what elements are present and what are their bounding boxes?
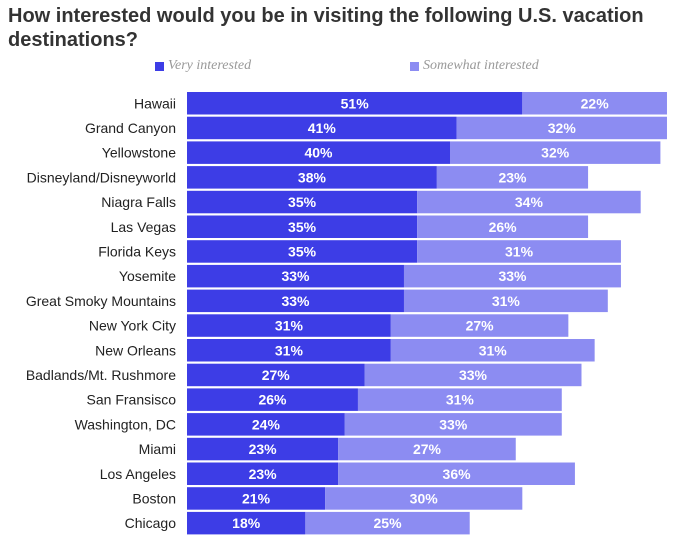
bar-somewhat-san-fransisco <box>357 388 562 411</box>
legend-swatch-somewhat-interested <box>410 61 419 71</box>
category-label-san-fransisco: San Fransisco <box>87 392 177 408</box>
bar-somewhat-boston <box>325 487 523 510</box>
category-label-yosemite: Yosemite <box>119 268 176 284</box>
category-label-niagra-falls: Niagra Falls <box>101 194 176 210</box>
legend-swatch-very-interested <box>155 61 164 71</box>
category-label-yellowstone: Yellowstone <box>102 145 176 161</box>
data-label-very-las-vegas: 35% <box>288 219 317 235</box>
data-label-somewhat-miami: 27% <box>413 441 442 457</box>
data-label-somewhat-san-fransisco: 31% <box>446 392 475 408</box>
bar-very-new-orleans <box>187 339 391 362</box>
category-label-chicago: Chicago <box>125 515 177 531</box>
bar-very-chicago <box>187 511 306 535</box>
data-label-somewhat-los-angeles: 36% <box>443 466 472 482</box>
bar-very-miami <box>187 437 339 461</box>
data-label-very-hawaii: 51% <box>341 95 370 111</box>
legend-label-very-interested: Very interested <box>168 58 252 73</box>
bar-very-yosemite <box>187 264 404 288</box>
bar-very-grand-canyon <box>187 116 457 140</box>
bar-very-florida-keys <box>187 240 418 263</box>
data-label-somewhat-new-orleans: 31% <box>479 342 508 358</box>
data-label-very-los-angeles: 23% <box>249 466 278 482</box>
category-label-disneyland-disneyworld: Disneyland/Disneyworld <box>27 169 176 185</box>
data-label-very-florida-keys: 35% <box>288 243 317 259</box>
bar-very-washington-dc <box>187 413 345 436</box>
data-label-very-niagra-falls: 35% <box>288 194 317 210</box>
category-label-florida-keys: Florida Keys <box>98 243 176 259</box>
data-label-very-san-fransisco: 26% <box>258 392 287 408</box>
bar-somewhat-yosemite <box>403 264 621 288</box>
bar-very-boston <box>187 487 326 510</box>
data-label-somewhat-washington-dc: 33% <box>439 416 468 432</box>
category-label-hawaii: Hawaii <box>134 95 176 111</box>
data-label-very-disneyland-disneyworld: 38% <box>298 169 327 185</box>
bar-somewhat-new-york-city <box>390 314 569 337</box>
data-label-somewhat-niagra-falls: 34% <box>515 194 544 210</box>
category-label-boston: Boston <box>132 490 176 506</box>
legend-label-somewhat-interested: Somewhat interested <box>423 58 539 73</box>
data-label-somewhat-great-smoky-mountains: 31% <box>492 293 521 309</box>
data-label-somewhat-yellowstone: 32% <box>541 145 570 161</box>
category-label-new-york-city: New York City <box>89 318 176 334</box>
legend: Very interested Somewhat interested <box>155 58 675 76</box>
data-label-somewhat-boston: 30% <box>410 490 439 506</box>
bar-somewhat-washington-dc <box>344 413 562 436</box>
data-label-very-great-smoky-mountains: 33% <box>281 293 310 309</box>
data-label-somewhat-grand-canyon: 32% <box>548 120 577 136</box>
category-label-badlands-mt-rushmore: Badlands/Mt. Rushmore <box>26 367 176 383</box>
data-label-somewhat-hawaii: 22% <box>581 95 610 111</box>
category-label-washington-dc: Washington, DC <box>75 416 176 432</box>
data-label-somewhat-yosemite: 33% <box>498 268 527 284</box>
category-label-new-orleans: New Orleans <box>95 342 176 358</box>
legend-item-somewhat-interested: Somewhat interested <box>410 58 539 74</box>
bar-somewhat-hawaii <box>522 92 667 115</box>
bar-somewhat-disneyland-disneyworld <box>436 166 589 189</box>
data-label-very-yosemite: 33% <box>281 268 310 284</box>
bar-somewhat-yellowstone <box>450 141 661 164</box>
data-label-very-badlands-mt-rushmore: 27% <box>262 367 291 383</box>
data-label-very-miami: 23% <box>249 441 278 457</box>
bar-very-badlands-mt-rushmore <box>187 363 365 387</box>
data-label-somewhat-chicago: 25% <box>374 515 403 531</box>
category-label-miami: Miami <box>139 441 176 457</box>
data-label-very-grand-canyon: 41% <box>308 120 337 136</box>
bar-very-san-fransisco <box>187 388 358 411</box>
data-label-somewhat-florida-keys: 31% <box>505 243 534 259</box>
bar-somewhat-los-angeles <box>338 462 575 485</box>
bar-somewhat-las-vegas <box>417 215 589 238</box>
bar-very-yellowstone <box>187 141 450 164</box>
category-label-grand-canyon: Grand Canyon <box>85 120 176 136</box>
data-label-somewhat-badlands-mt-rushmore: 33% <box>459 367 488 383</box>
bar-very-hawaii <box>187 92 523 115</box>
data-label-very-washington-dc: 24% <box>252 416 281 432</box>
bar-very-new-york-city <box>187 314 391 337</box>
bar-somewhat-florida-keys <box>417 240 621 263</box>
bar-very-disneyland-disneyworld <box>187 166 437 189</box>
data-label-very-chicago: 18% <box>232 515 261 531</box>
data-label-somewhat-new-york-city: 27% <box>466 318 495 334</box>
bar-somewhat-miami <box>338 437 516 461</box>
chart-title: How interested would you be in visiting … <box>8 5 644 51</box>
data-label-somewhat-las-vegas: 26% <box>489 219 518 235</box>
bar-somewhat-grand-canyon <box>456 116 667 140</box>
category-label-great-smoky-mountains: Great Smoky Mountains <box>26 293 176 309</box>
bar-very-great-smoky-mountains <box>187 289 404 313</box>
bar-very-niagra-falls <box>187 190 418 214</box>
data-label-very-new-york-city: 31% <box>275 318 304 334</box>
data-label-very-new-orleans: 31% <box>275 342 304 358</box>
bar-very-los-angeles <box>187 462 339 485</box>
data-label-somewhat-disneyland-disneyworld: 23% <box>498 169 527 185</box>
bar-somewhat-chicago <box>305 511 470 535</box>
category-label-las-vegas: Las Vegas <box>111 219 176 235</box>
data-label-very-yellowstone: 40% <box>304 145 333 161</box>
bar-somewhat-new-orleans <box>390 339 595 362</box>
legend-item-very-interested: Very interested <box>155 58 251 74</box>
category-label-los-angeles: Los Angeles <box>100 466 176 482</box>
data-label-very-boston: 21% <box>242 490 271 506</box>
bar-somewhat-great-smoky-mountains <box>403 289 608 313</box>
bar-somewhat-niagra-falls <box>417 190 641 214</box>
bar-very-las-vegas <box>187 215 418 238</box>
bar-somewhat-badlands-mt-rushmore <box>364 363 582 387</box>
